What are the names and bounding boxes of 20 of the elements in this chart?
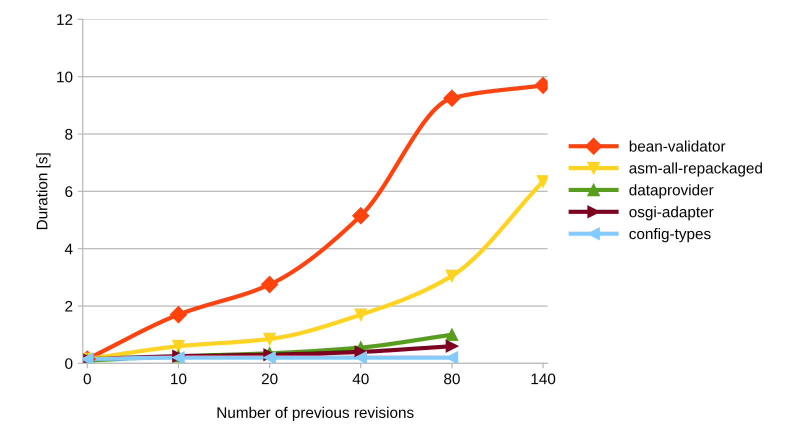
y-tick-label: 6 (65, 186, 72, 198)
legend-label: config-types (629, 228, 711, 242)
y-tick-label: 12 (57, 14, 72, 25)
legend-label: asm-all-repackaged (629, 162, 762, 177)
x-tick-label: 0 (84, 373, 91, 384)
y-tick-label: 0 (65, 358, 72, 370)
legend-label: dataprovider (629, 184, 714, 198)
legend-label: bean-validator (630, 140, 726, 152)
x-tick-label: 40 (352, 373, 369, 384)
y-tick-label: 2 (65, 300, 72, 312)
y-tick-label: 8 (65, 128, 72, 140)
x-tick-label: 140 (532, 373, 556, 384)
y-tick-label: 10 (57, 72, 72, 82)
y-tick-label: 4 (64, 244, 73, 254)
x-tick-label: 10 (171, 373, 186, 384)
y-axis-title: Duration [s] (36, 153, 50, 230)
legend-label: osgi-adapter (629, 206, 714, 220)
x-axis-title: Number of previous revisions (218, 406, 414, 421)
x-tick-label: 80 (444, 373, 460, 384)
x-tick-label: 20 (262, 373, 278, 384)
